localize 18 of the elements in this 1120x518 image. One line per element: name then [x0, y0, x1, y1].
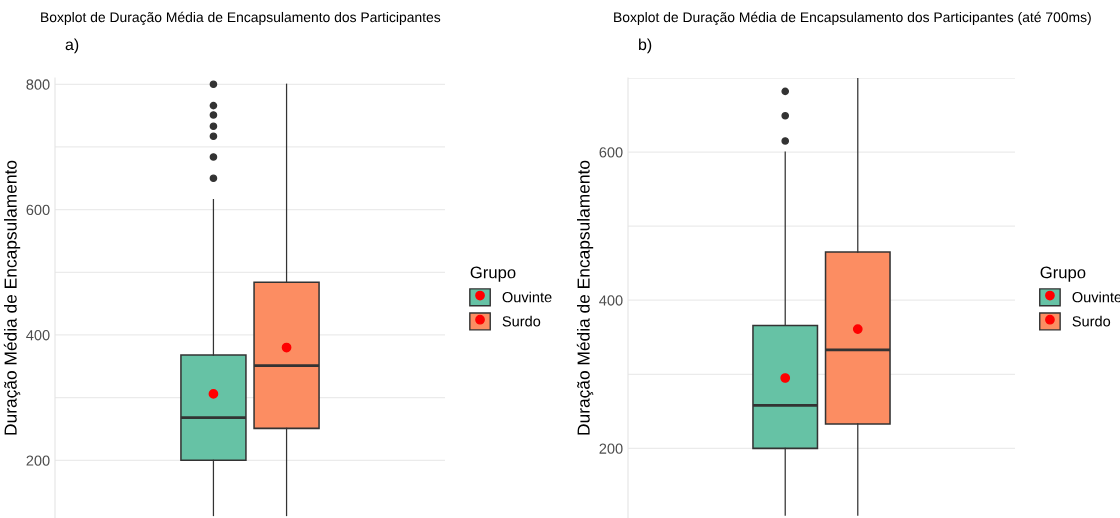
chart-title: Boxplot de Duração Média de Encapsulamento dos Participantes — [41, 11, 441, 25]
legend-title: Grupo — [1040, 266, 1086, 282]
y-tick-label: 200 — [599, 443, 623, 454]
y-axis-title: Duração Média de Encapsulamento — [576, 160, 594, 435]
legend-label: Ouvinte — [502, 291, 552, 303]
chart-subtitle: b) — [639, 38, 652, 54]
y-tick-label: 600 — [26, 204, 50, 216]
y-tick-label: 400 — [26, 330, 50, 341]
legend-label: Surdo — [502, 315, 541, 327]
chart-subtitle: a) — [65, 38, 79, 54]
legend-title: Grupo — [470, 266, 516, 282]
y-tick-label: 200 — [26, 455, 50, 466]
y-axis-title: Duração Média de Encapsulamento — [3, 160, 21, 435]
y-tick-label: 600 — [599, 147, 623, 158]
y-tick-label: 400 — [599, 295, 623, 306]
y-tick-label: 800 — [26, 79, 50, 90]
legend-label: Surdo — [1072, 315, 1111, 327]
chart-title: Boxplot de Duração Média de Encapsulamento dos Participantes (até 700ms) — [614, 11, 1091, 25]
